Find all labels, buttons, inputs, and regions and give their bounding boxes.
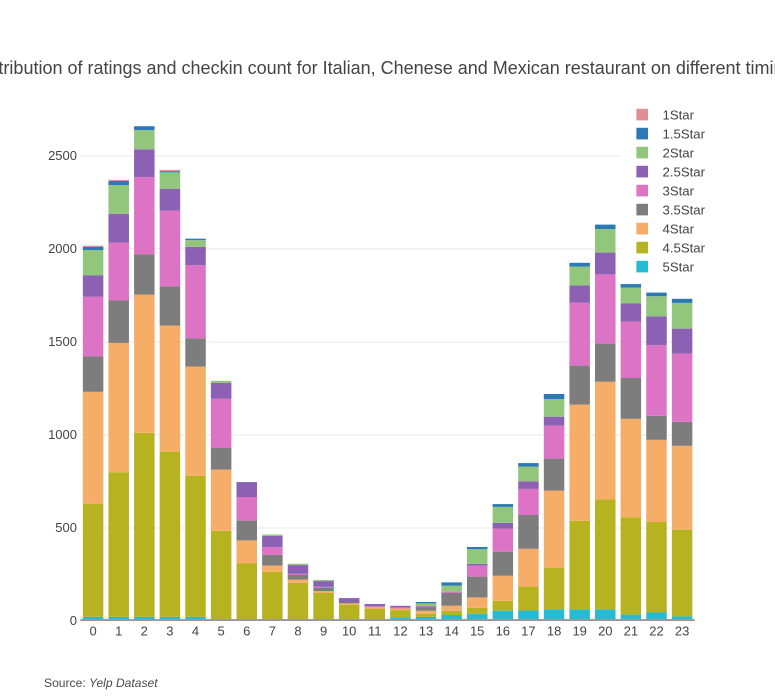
svg-text:17: 17 — [521, 624, 535, 639]
svg-text:3.5Star: 3.5Star — [663, 202, 706, 217]
svg-text:8: 8 — [294, 624, 301, 639]
svg-text:4.5Star: 4.5Star — [663, 240, 706, 255]
svg-text:1.5Star: 1.5Star — [663, 126, 706, 141]
svg-text:6: 6 — [243, 624, 250, 639]
svg-text:16: 16 — [496, 624, 510, 639]
svg-text:14: 14 — [444, 624, 458, 639]
svg-text:4: 4 — [192, 624, 199, 639]
svg-text:22: 22 — [649, 624, 663, 639]
svg-text:20: 20 — [598, 624, 612, 639]
svg-text:15: 15 — [470, 624, 484, 639]
svg-text:7: 7 — [269, 624, 276, 639]
svg-text:10: 10 — [342, 624, 356, 639]
svg-text:21: 21 — [624, 624, 638, 639]
svg-text:2000: 2000 — [48, 241, 77, 256]
svg-text:3Star: 3Star — [663, 183, 695, 198]
svg-text:500: 500 — [55, 520, 77, 535]
svg-text:9: 9 — [320, 624, 327, 639]
svg-text:18: 18 — [547, 624, 561, 639]
svg-text:2: 2 — [141, 624, 148, 639]
svg-text:0: 0 — [70, 613, 77, 628]
svg-text:13: 13 — [419, 624, 433, 639]
svg-text:19: 19 — [572, 624, 586, 639]
svg-text:Distribution of ratings and ch: Distribution of ratings and checkin coun… — [0, 58, 775, 78]
svg-text:1500: 1500 — [48, 334, 77, 349]
svg-text:3: 3 — [166, 624, 173, 639]
svg-text:2Star: 2Star — [663, 145, 695, 160]
svg-text:11: 11 — [368, 624, 382, 639]
svg-text:0: 0 — [89, 624, 96, 639]
svg-text:1: 1 — [115, 624, 122, 639]
svg-text:12: 12 — [393, 624, 407, 639]
svg-text:1000: 1000 — [48, 427, 77, 442]
svg-text:2500: 2500 — [48, 148, 77, 163]
svg-text:5Star: 5Star — [663, 259, 695, 274]
svg-text:Source: Yelp Dataset: Source: Yelp Dataset — [44, 676, 158, 690]
svg-text:2.5Star: 2.5Star — [663, 164, 706, 179]
svg-text:5: 5 — [217, 624, 224, 639]
svg-text:1Star: 1Star — [663, 107, 695, 122]
svg-text:4Star: 4Star — [663, 221, 695, 236]
svg-text:23: 23 — [675, 624, 689, 639]
